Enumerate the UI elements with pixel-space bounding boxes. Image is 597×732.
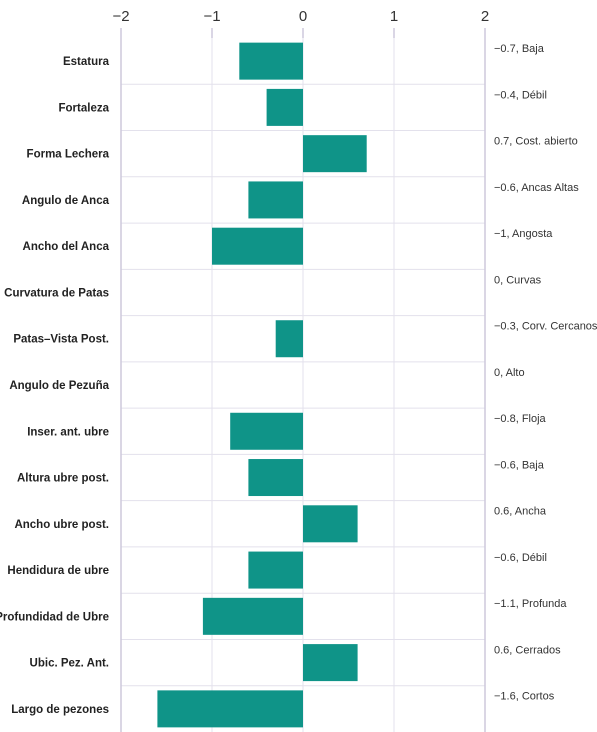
category-label: Ubic. Pez. Ant. xyxy=(30,658,109,670)
category-labels: Estatura Fortaleza Forma Lechera Angulo de … xyxy=(0,56,110,716)
category-label: Estatura xyxy=(63,56,110,68)
category-label: Inser. ant. ubre xyxy=(27,426,109,438)
value-label: −0.6, Débil xyxy=(494,552,547,564)
bar xyxy=(303,135,367,173)
bar xyxy=(248,551,303,589)
value-label: −1.1, Profunda xyxy=(494,598,567,610)
x-tick-label: 1 xyxy=(390,8,398,25)
category-label: Curvatura de Patas xyxy=(4,287,109,299)
bar xyxy=(275,320,303,358)
bar xyxy=(157,690,303,728)
category-label: Angulo de Anca xyxy=(22,195,110,207)
bar xyxy=(248,181,303,219)
value-labels: −0.7, Baja −0.4, Débil 0.7, Cost. abierto −… xyxy=(494,43,597,703)
x-tick-label: 2 xyxy=(481,8,489,25)
category-label: Angulo de Pezuña xyxy=(9,380,109,392)
x-axis-ticks: −2 −1 0 1 2 xyxy=(112,8,489,38)
category-label: Hendidura de ubre xyxy=(7,565,109,577)
value-label: −1, Angosta xyxy=(494,228,553,240)
category-label: Ancho del Anca xyxy=(23,241,110,253)
bar xyxy=(212,227,303,265)
value-label: −0.4, Débil xyxy=(494,89,547,101)
bar xyxy=(248,459,303,497)
x-tick-label: −2 xyxy=(112,8,129,25)
bars xyxy=(157,42,367,728)
category-label: Patas–Vista Post. xyxy=(13,334,109,346)
value-label: −0.3, Corv. Cercanos xyxy=(494,321,597,333)
x-tick-label: −1 xyxy=(203,8,220,25)
category-label: Forma Lechera xyxy=(27,149,110,161)
category-label: Fortaleza xyxy=(59,102,110,114)
category-label: Profundidad de Ubre xyxy=(0,611,109,623)
bar xyxy=(303,505,358,543)
category-label: Largo de pezones xyxy=(11,704,109,716)
bar xyxy=(266,88,303,126)
value-label: −0.6, Ancas Altas xyxy=(494,182,579,194)
grid-lines xyxy=(120,38,486,732)
bar xyxy=(303,644,358,682)
value-label: 0.7, Cost. abierto xyxy=(494,136,578,148)
bar xyxy=(202,597,303,635)
value-label: −0.7, Baja xyxy=(494,43,545,55)
value-label: −0.6, Baja xyxy=(494,459,545,471)
x-tick-label: 0 xyxy=(299,8,307,25)
bar xyxy=(239,42,303,80)
value-label: 0.6, Cerrados xyxy=(494,644,561,656)
value-label: −1.6, Cortos xyxy=(494,691,555,703)
value-label: 0.6, Ancha xyxy=(494,506,547,518)
category-label: Ancho ubre post. xyxy=(14,519,109,531)
value-label: 0, Curvas xyxy=(494,274,542,286)
bar xyxy=(230,412,303,450)
category-label: Altura ubre post. xyxy=(17,473,109,485)
value-label: 0, Alto xyxy=(494,367,525,379)
value-label: −0.8, Floja xyxy=(494,413,547,425)
